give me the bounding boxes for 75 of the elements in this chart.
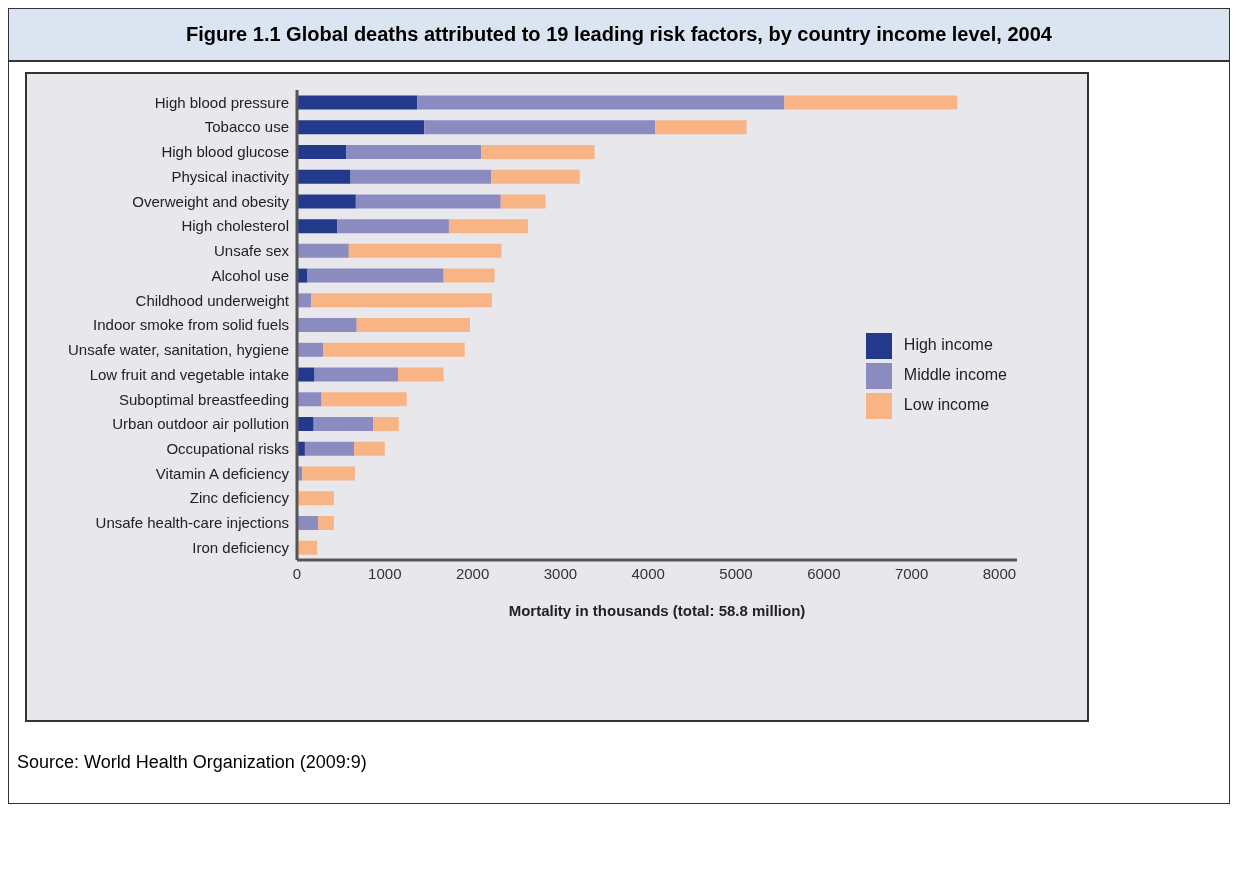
bar [311, 293, 492, 308]
y-tick-label: Unsafe health-care injections [95, 514, 289, 532]
y-tick-label: Vitamin A deficiency [155, 464, 290, 482]
x-tick-label: 5000 [719, 564, 753, 582]
y-tick-label: High blood pressure [154, 93, 289, 111]
legend-label: Low income [903, 396, 990, 413]
y-tick-label: Tobacco use [204, 118, 289, 136]
y-tick-label: Iron deficiency [192, 538, 290, 556]
y-tick-label: Overweight and obesity [132, 192, 290, 210]
bar [500, 194, 546, 209]
bar [297, 243, 349, 258]
bar [424, 120, 656, 135]
bar [297, 194, 356, 209]
y-tick-label: Childhood underweight [135, 291, 290, 309]
x-tick-label: 1000 [368, 564, 402, 582]
x-tick-label: 7000 [894, 564, 929, 582]
y-tick-label: High blood glucose [161, 143, 289, 161]
y-tick-label: Suboptimal breastfeeding [118, 390, 289, 408]
bar [297, 392, 322, 407]
bar [356, 318, 470, 333]
bar [307, 268, 444, 283]
bar [297, 219, 338, 234]
y-tick-label: Unsafe sex [213, 242, 290, 260]
legend-label: Middle income [903, 366, 1007, 383]
x-tick-label: 4000 [631, 564, 665, 582]
bar [297, 169, 351, 184]
bar [314, 367, 398, 382]
bar [337, 219, 449, 234]
bar [481, 144, 595, 159]
bar [318, 515, 334, 530]
bar [350, 169, 492, 184]
bar [297, 367, 315, 382]
bar [297, 95, 418, 110]
bar [297, 417, 314, 432]
bar [443, 268, 495, 283]
y-tick-label: Zinc deficiency [189, 489, 290, 507]
bar [297, 120, 425, 135]
bar [323, 342, 465, 357]
y-tick-label: Alcohol use [211, 266, 289, 284]
chart-title: Figure 1.1 Global deaths attributed to 19 leading risk factors, by country income level, 2004 [9, 9, 1229, 62]
bar [373, 417, 399, 432]
source-note: Source: World Health Organization (2009:9) [16, 751, 368, 774]
bar [655, 120, 747, 135]
bar [304, 441, 355, 456]
y-tick-label: Physical inactivity [171, 167, 290, 185]
x-tick-label: 3000 [543, 564, 578, 582]
bar [313, 417, 374, 432]
bar [346, 144, 482, 159]
x-tick-label: 6000 [807, 564, 841, 582]
x-axis-title: Mortality in thousands (total: 58.8 million) [508, 602, 806, 619]
bar [354, 441, 385, 456]
y-tick-label: Indoor smoke from solid fuels [93, 316, 289, 334]
y-tick-label: Low fruit and vegetable intake [89, 365, 289, 383]
legend-label: High income [903, 336, 993, 353]
bar [448, 219, 528, 234]
x-tick-label: 0 [292, 564, 302, 582]
y-tick-label: Occupational risks [166, 440, 289, 458]
bar [784, 95, 958, 110]
bar [355, 194, 501, 209]
bar [417, 95, 785, 110]
bar [297, 515, 319, 530]
bar [321, 392, 407, 407]
bar [397, 367, 444, 382]
x-tick-label: 8000 [982, 564, 1017, 582]
bar [297, 318, 357, 333]
x-tick-label: 2000 [455, 564, 490, 582]
y-tick-label: High cholesterol [181, 217, 289, 235]
bar [348, 243, 502, 258]
bar [491, 169, 580, 184]
bar [297, 144, 347, 159]
bar [302, 466, 355, 481]
y-tick-label: Unsafe water, sanitation, hygiene [68, 341, 289, 359]
y-tick-label: Urban outdoor air pollution [112, 415, 289, 433]
bar [297, 342, 324, 357]
bar [297, 491, 334, 506]
